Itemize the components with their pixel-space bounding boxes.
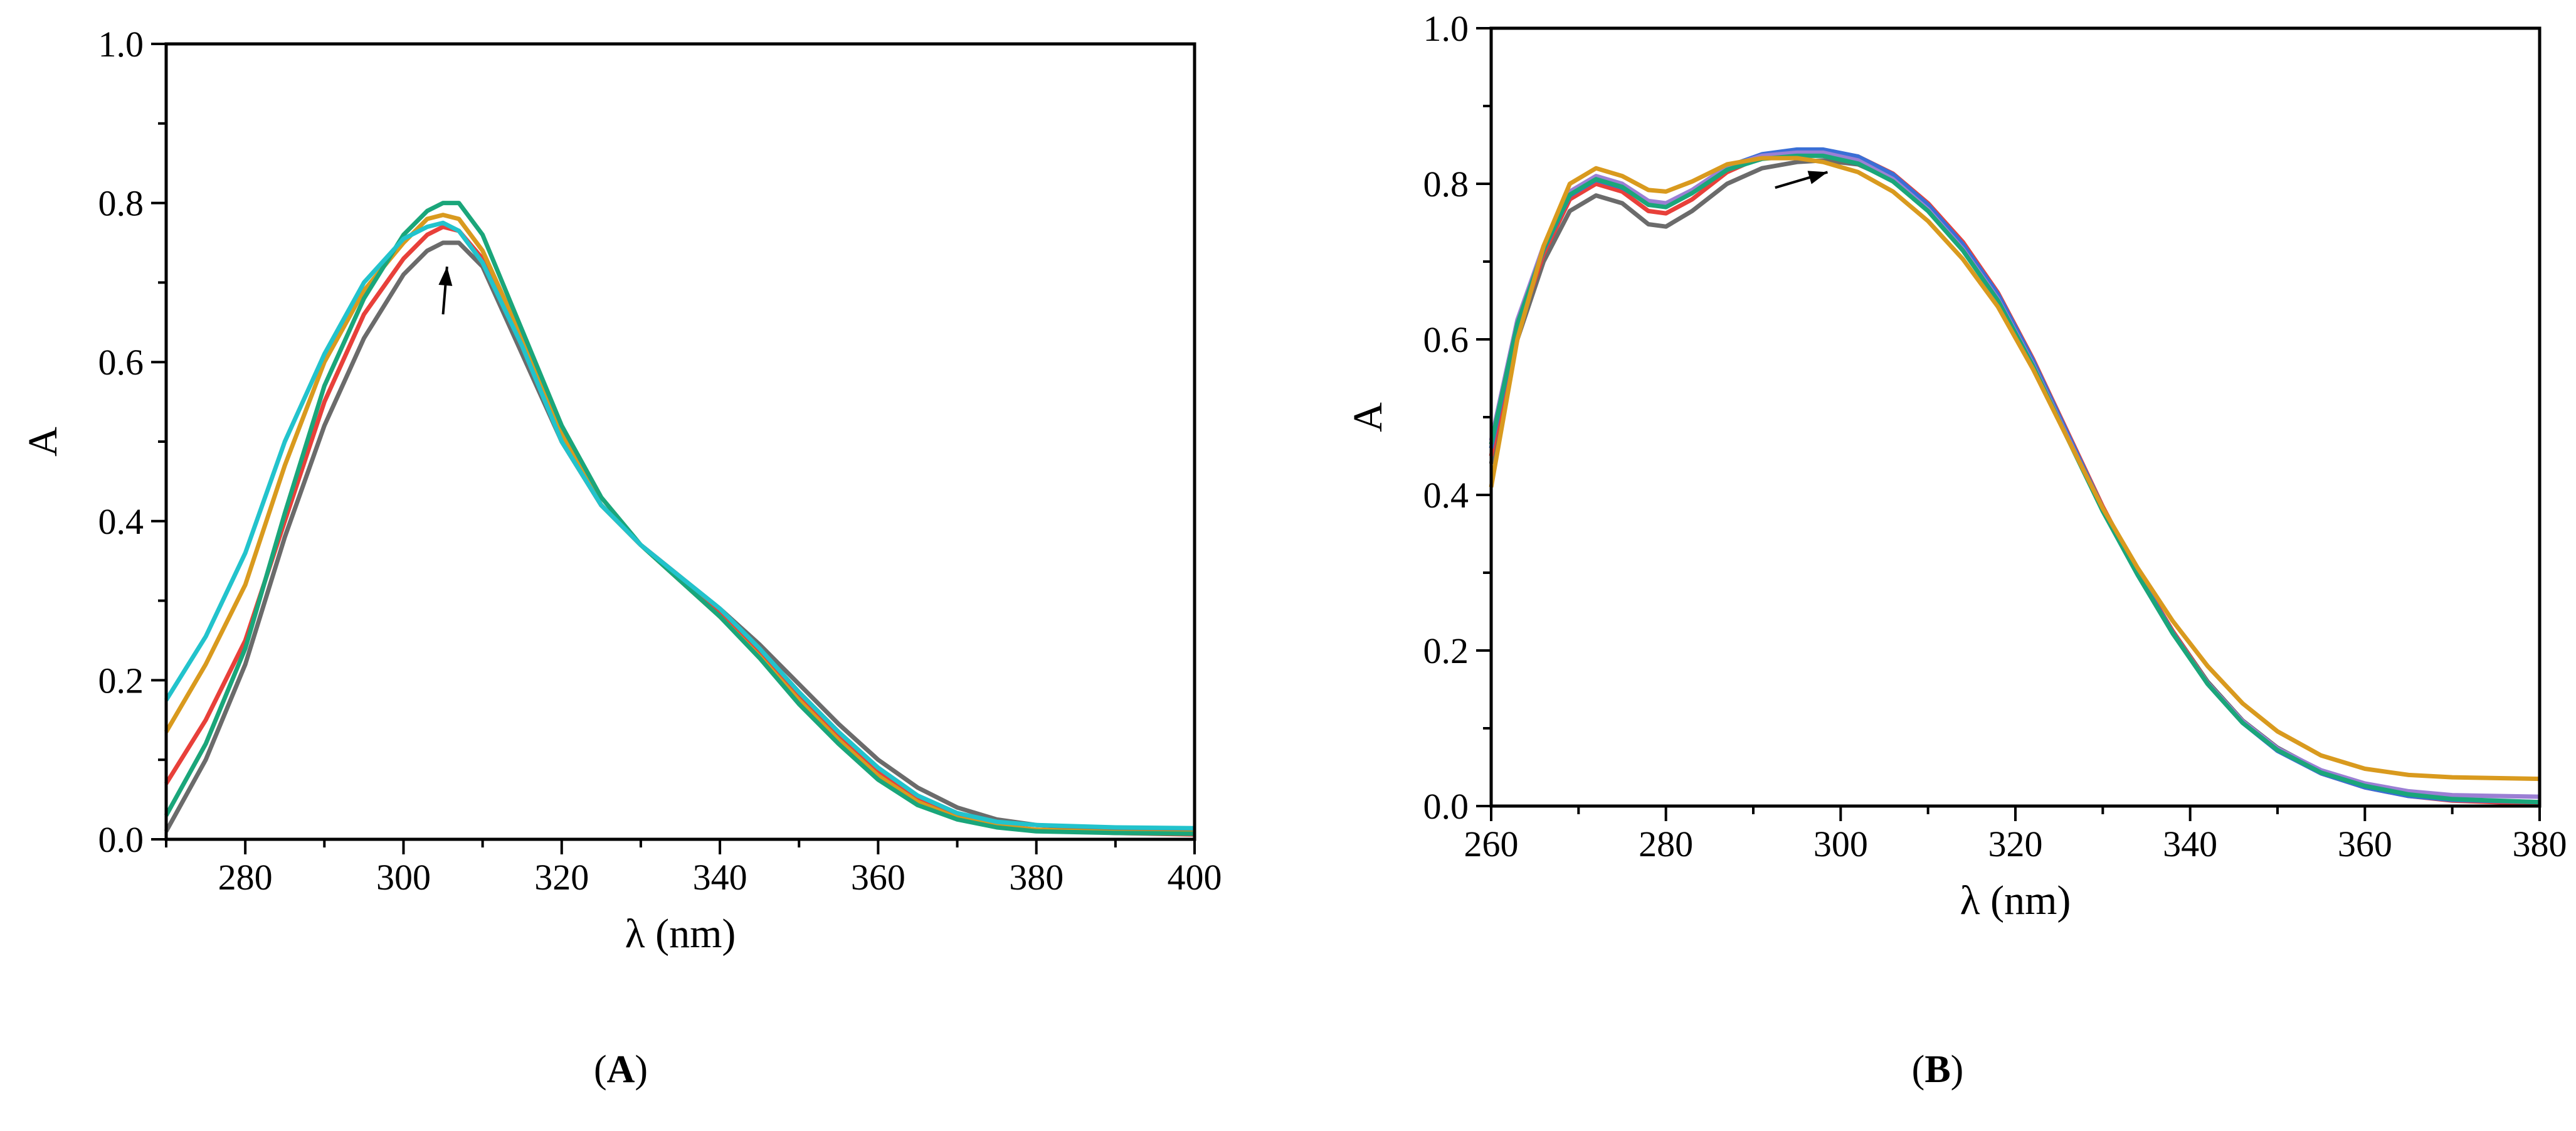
panel-b-y-tick-label: 0.4: [1423, 475, 1469, 516]
panel-a-x-tick-label: 280: [218, 857, 273, 898]
panel-a-series-3: [164, 213, 1195, 836]
panel-a-y-tick-label: 0.2: [98, 660, 144, 701]
panel-b-y-tick-label: 1.0: [1423, 8, 1469, 49]
panel-b-y-axis-title: A: [1345, 402, 1391, 432]
panel-a-x-axis-title: λ (nm): [625, 911, 736, 957]
panel-b-series-1: [1489, 158, 2540, 805]
panel-b-annotation-arrowhead: [1807, 171, 1828, 184]
panel-a-y-tick-label: 0.4: [98, 501, 144, 542]
panel-a-x-tick-label: 360: [851, 857, 905, 898]
panel-b-x-tick-label: 380: [2513, 824, 2567, 864]
panel-a-y-tick-label: 0.6: [98, 342, 144, 383]
panel-a-series-2: [164, 225, 1195, 837]
panel-a-series-4: [164, 201, 1195, 836]
panel-a-y-tick-label: 0.0: [98, 819, 144, 860]
panel-a-annotation-arrowhead: [438, 267, 453, 286]
panel-b-series-6: [1489, 156, 2540, 782]
panel-a-x-tick-label: 340: [693, 857, 747, 898]
panel-a-y-tick-label: 0.8: [98, 183, 144, 224]
panel-b: 260 280 300 320 340 360 380 0.0 0.2 0.4 0.6 0.8 1.0 λ…: [1345, 8, 2567, 923]
panel-a-y-axis-title: A: [20, 427, 66, 457]
panel-b-caption: (B): [1912, 1048, 1964, 1091]
panel-a-x-tick-label: 300: [376, 857, 431, 898]
panel-b-series-5: [1489, 153, 2540, 805]
panel-b-x-tick-label: 260: [1464, 824, 1519, 864]
panel-b-series-2: [1489, 148, 2540, 806]
panel-b-y-tick-label: 0.2: [1423, 630, 1469, 671]
panel-a-series-1: [164, 240, 1195, 834]
panel-a-x-tick-label: 380: [1009, 857, 1064, 898]
panel-b-x-axis-title: λ (nm): [1960, 878, 2071, 923]
panel-b-y-tick-label: 0.6: [1423, 319, 1469, 360]
panel-a-series-5: [164, 220, 1195, 831]
panel-b-series-3: [1489, 147, 2540, 805]
panel-b-x-tick-label: 280: [1639, 824, 1693, 864]
panel-b-x-tick-label: 360: [2338, 824, 2392, 864]
panel-b-y-tick-label: 0.8: [1423, 164, 1469, 204]
panel-a-y-tick-label: 1.0: [98, 24, 144, 65]
panel-b-series-4: [1489, 150, 2540, 799]
panel-a-caption: (A): [594, 1048, 648, 1091]
panel-a-x-tick-label: 400: [1168, 857, 1222, 898]
panel-b-x-tick-label: 300: [1813, 824, 1868, 864]
panel-b-plot-frame: [1489, 26, 2542, 808]
panel-b-y-tick-label: 0.0: [1423, 786, 1469, 827]
panel-b-x-tick-label: 340: [2163, 824, 2217, 864]
panel-a-x-tick-label: 320: [534, 857, 589, 898]
panel-a: 280 300 320 340 360 380 400 0.0 0.2 0.4 0.6 0.8 1.0 λ…: [20, 24, 1222, 957]
panel-b-x-tick-label: 320: [1988, 824, 2043, 864]
